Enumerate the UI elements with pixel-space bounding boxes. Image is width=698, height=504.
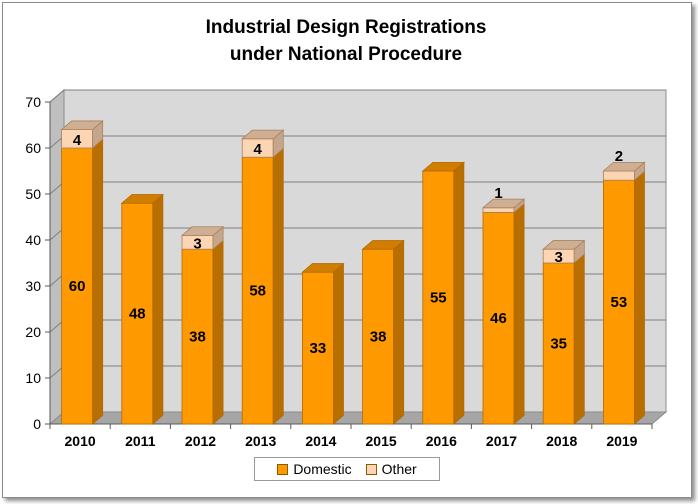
data-label-other: 3 [193,235,201,252]
data-label-other: 4 [73,132,82,149]
bar-domestic-side [332,262,344,425]
x-tick-label: 2014 [305,433,336,449]
data-label-other: 3 [555,249,563,266]
x-tick-label: 2010 [65,433,96,449]
data-label-domestic: 38 [189,329,206,346]
chart-title-line-1: Industrial Design Registrations [205,17,487,38]
x-tick-label: 2018 [546,433,577,449]
legend-item-domestic: Domestic [277,461,352,477]
bar-domestic-side [393,239,405,425]
y-tick-label: 30 [25,278,41,294]
legend-label-other: Other [381,461,417,477]
bar-other-top [60,120,104,131]
bar-domestic-side [573,253,585,425]
bar-domestic [61,147,93,425]
data-label-domestic: 55 [430,290,447,307]
x-tick-label: 2013 [245,433,276,449]
bar-domestic [482,211,515,425]
y-tick-label: 50 [25,186,41,202]
y-tick-label: 70 [25,94,41,110]
legend-swatch-other [365,463,377,475]
data-label-domestic: 35 [550,336,567,353]
data-label-domestic: 48 [129,306,146,323]
y-tick-label: 60 [25,140,41,156]
data-label-domestic: 60 [69,278,86,295]
legend-swatch-domestic [277,463,289,475]
bar-domestic-side [513,202,525,425]
legend-item-other: Other [365,461,417,477]
bar-domestic-top [421,161,465,172]
bar-domestic [542,262,575,425]
bar-domestic-side [634,170,645,425]
x-tick-label: 2019 [606,433,637,449]
gridline [49,89,666,103]
bar-other [482,207,515,213]
data-label-other: 4 [254,141,263,158]
x-tick-label: 2017 [486,433,517,449]
bar-other-top [180,226,225,236]
chart-legend: Domestic Other [254,457,440,481]
chart-title: Industrial Design Registrations under Na… [0,14,692,68]
data-label-domestic: 53 [611,294,628,311]
bar-domestic-side [152,193,164,425]
bar-domestic-top [361,240,405,250]
bar-domestic-top [301,263,345,273]
y-tick-label: 0 [33,416,41,432]
bar-other-top [602,161,646,172]
bar-domestic [241,156,274,425]
data-label-domestic: 58 [249,283,266,300]
x-tick-label: 2012 [185,433,216,449]
legend-label-domestic: Domestic [293,461,352,477]
bar-domestic [422,170,455,425]
bar-domestic-top [120,194,164,204]
bar-other-top [481,198,526,209]
bar-other-top [542,240,586,250]
bar-domestic [362,248,395,425]
bar-domestic-side [212,239,224,425]
data-label-other: 1 [494,185,502,202]
x-tick-label: 2011 [125,433,156,449]
bar-domestic-side [272,147,284,425]
chart-title-line-2: under National Procedure [229,44,463,65]
bar-domestic [181,248,214,425]
x-tick-label: 2015 [366,433,397,449]
y-tick-label: 40 [25,232,41,248]
bar-other [603,170,635,181]
y-tick-label: 20 [25,324,41,340]
bar-domestic-side [92,138,104,425]
data-label-domestic: 33 [310,340,327,357]
bar-other-top [241,129,285,140]
y-tick-label: 10 [25,370,41,386]
data-label-domestic: 46 [490,310,507,327]
data-label-other: 2 [615,148,623,165]
data-label-domestic: 38 [370,329,387,346]
x-tick-label: 2016 [426,433,457,449]
bar-domestic-side [453,161,465,425]
